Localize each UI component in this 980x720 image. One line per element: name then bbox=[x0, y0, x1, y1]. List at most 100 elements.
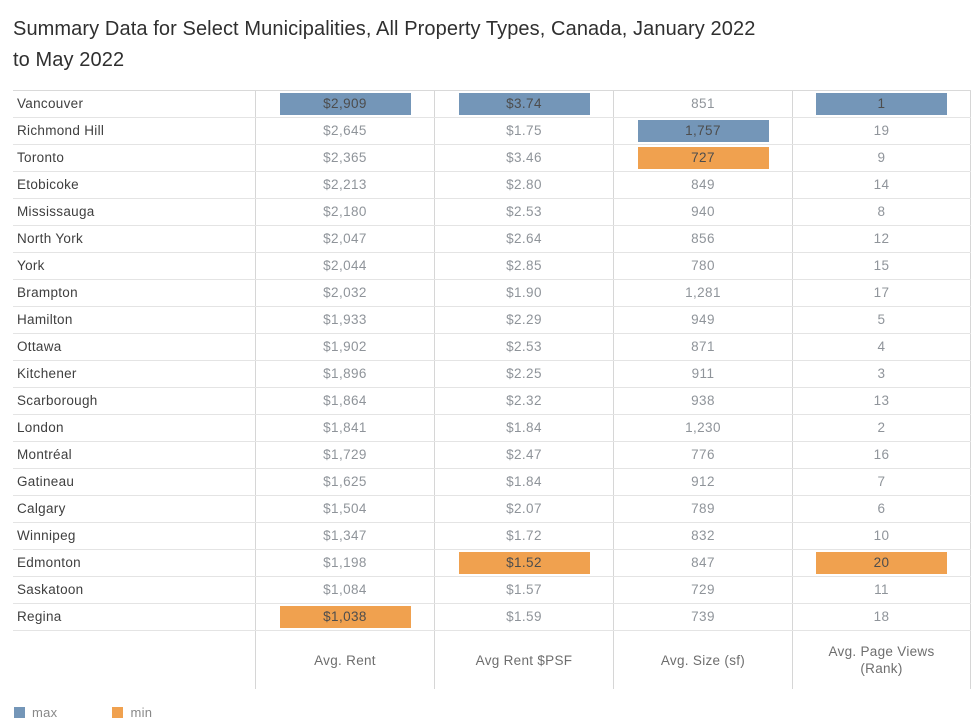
avg-rent-cell: $1,084 bbox=[255, 577, 434, 603]
table-row: Hamilton $1,933 $2.29 949 5 bbox=[13, 307, 971, 334]
avg-rent-cell: $2,365 bbox=[255, 145, 434, 171]
table-row: Gatineau $1,625 $1.84 912 7 bbox=[13, 469, 971, 496]
table-row: Toronto $2,365 $3.46 727 9 bbox=[13, 145, 971, 172]
summary-table: Vancouver $2,909 $3.74 851 1 Richmond Hi… bbox=[13, 90, 971, 689]
avg-rent-psf-cell: $2.29 bbox=[434, 307, 613, 333]
municipality-label: Edmonton bbox=[17, 555, 81, 570]
avg-rent-cell: $1,625 bbox=[255, 469, 434, 495]
municipality-label: Hamilton bbox=[17, 312, 73, 327]
column-header-avg-rent-psf: Avg Rent $PSF bbox=[434, 631, 613, 689]
page-views-rank-cell: 11 bbox=[792, 577, 971, 603]
table-body: Vancouver $2,909 $3.74 851 1 Richmond Hi… bbox=[13, 90, 971, 631]
avg-rent-cell: $2,180 bbox=[255, 199, 434, 225]
municipality-label: Brampton bbox=[17, 285, 78, 300]
avg-size-cell: 940 bbox=[613, 199, 792, 225]
chart-title: Summary Data for Select Municipalities, … bbox=[13, 14, 971, 76]
page-views-rank-cell: 20 bbox=[792, 550, 971, 576]
avg-rent-cell: $1,347 bbox=[255, 523, 434, 549]
table-row: Calgary $1,504 $2.07 789 6 bbox=[13, 496, 971, 523]
avg-size-cell: 729 bbox=[613, 577, 792, 603]
page-views-rank-cell: 13 bbox=[792, 388, 971, 414]
avg-size-cell: 780 bbox=[613, 253, 792, 279]
table-row: Ottawa $1,902 $2.53 871 4 bbox=[13, 334, 971, 361]
avg-rent-psf-cell: $2.53 bbox=[434, 199, 613, 225]
avg-rent-psf-cell: $2.07 bbox=[434, 496, 613, 522]
table-row: London $1,841 $1.84 1,230 2 bbox=[13, 415, 971, 442]
table-row: York $2,044 $2.85 780 15 bbox=[13, 253, 971, 280]
table-row: Brampton $2,032 $1.90 1,281 17 bbox=[13, 280, 971, 307]
chart-title-line2: to May 2022 bbox=[13, 49, 125, 71]
max-highlight-bar: $2,909 bbox=[279, 93, 411, 115]
avg-rent-psf-cell: $2.85 bbox=[434, 253, 613, 279]
municipality-label: Winnipeg bbox=[17, 528, 76, 543]
avg-size-cell: 851 bbox=[613, 91, 792, 117]
avg-rent-psf-cell: $2.64 bbox=[434, 226, 613, 252]
avg-size-cell: 1,281 bbox=[613, 280, 792, 306]
avg-rent-cell: $1,864 bbox=[255, 388, 434, 414]
municipality-label: Gatineau bbox=[17, 474, 75, 489]
column-header-spacer bbox=[13, 631, 255, 689]
avg-size-cell: 912 bbox=[613, 469, 792, 495]
municipality-label: North York bbox=[17, 231, 84, 246]
max-highlight-bar: 1 bbox=[816, 93, 947, 115]
page-views-rank-cell: 18 bbox=[792, 604, 971, 630]
avg-size-cell: 727 bbox=[613, 145, 792, 171]
avg-rent-cell: $1,038 bbox=[255, 604, 434, 630]
page-views-rank-cell: 8 bbox=[792, 199, 971, 225]
avg-rent-cell: $2,213 bbox=[255, 172, 434, 198]
avg-size-cell: 849 bbox=[613, 172, 792, 198]
page-views-rank-cell: 3 bbox=[792, 361, 971, 387]
avg-rent-psf-cell: $2.47 bbox=[434, 442, 613, 468]
min-highlight-bar: 20 bbox=[816, 552, 947, 574]
table-row: Etobicoke $2,213 $2.80 849 14 bbox=[13, 172, 971, 199]
municipality-label: Saskatoon bbox=[17, 582, 84, 597]
avg-rent-psf-cell: $1.84 bbox=[434, 469, 613, 495]
chart-title-line1: Summary Data for Select Municipalities, … bbox=[13, 18, 756, 40]
avg-size-cell: 949 bbox=[613, 307, 792, 333]
column-header-page-views-rank: Avg. Page Views (Rank) bbox=[792, 631, 971, 689]
avg-size-cell: 1,230 bbox=[613, 415, 792, 441]
avg-rent-cell: $1,896 bbox=[255, 361, 434, 387]
page-views-rank-cell: 19 bbox=[792, 118, 971, 144]
max-highlight-bar: 1,757 bbox=[637, 120, 769, 142]
page-views-rank-cell: 12 bbox=[792, 226, 971, 252]
municipality-label: Scarborough bbox=[17, 393, 98, 408]
municipality-label: Richmond Hill bbox=[17, 123, 105, 138]
avg-rent-psf-cell: $2.53 bbox=[434, 334, 613, 360]
avg-rent-cell: $1,504 bbox=[255, 496, 434, 522]
avg-rent-psf-cell: $3.74 bbox=[434, 91, 613, 117]
page-views-rank-cell: 5 bbox=[792, 307, 971, 333]
avg-rent-psf-cell: $1.59 bbox=[434, 604, 613, 630]
max-highlight-bar: $3.74 bbox=[458, 93, 590, 115]
page-views-rank-cell: 17 bbox=[792, 280, 971, 306]
municipality-label: Vancouver bbox=[17, 96, 84, 111]
table-row: Richmond Hill $2,645 $1.75 1,757 19 bbox=[13, 118, 971, 145]
min-highlight-bar: $1,038 bbox=[279, 606, 411, 628]
avg-size-cell: 832 bbox=[613, 523, 792, 549]
avg-rent-cell: $2,645 bbox=[255, 118, 434, 144]
avg-rent-psf-cell: $1.57 bbox=[434, 577, 613, 603]
municipality-label: Kitchener bbox=[17, 366, 77, 381]
table-row: Mississauga $2,180 $2.53 940 8 bbox=[13, 199, 971, 226]
avg-size-cell: 776 bbox=[613, 442, 792, 468]
table-row: Regina $1,038 $1.59 739 18 bbox=[13, 604, 971, 631]
avg-rent-cell: $1,902 bbox=[255, 334, 434, 360]
min-highlight-bar: $1.52 bbox=[458, 552, 590, 574]
avg-rent-cell: $2,909 bbox=[255, 91, 434, 117]
table-row: Saskatoon $1,084 $1.57 729 11 bbox=[13, 577, 971, 604]
avg-rent-cell: $2,047 bbox=[255, 226, 434, 252]
column-header-avg-size: Avg. Size (sf) bbox=[613, 631, 792, 689]
avg-rent-cell: $2,044 bbox=[255, 253, 434, 279]
municipality-label: Montréal bbox=[17, 447, 72, 462]
table-row: North York $2,047 $2.64 856 12 bbox=[13, 226, 971, 253]
municipality-label: Ottawa bbox=[17, 339, 62, 354]
page-views-rank-cell: 6 bbox=[792, 496, 971, 522]
avg-rent-cell: $1,933 bbox=[255, 307, 434, 333]
avg-size-cell: 938 bbox=[613, 388, 792, 414]
avg-rent-psf-cell: $1.52 bbox=[434, 550, 613, 576]
page-views-rank-cell: 4 bbox=[792, 334, 971, 360]
avg-rent-cell: $1,198 bbox=[255, 550, 434, 576]
avg-rent-psf-cell: $1.90 bbox=[434, 280, 613, 306]
column-headers-row: Avg. Rent Avg Rent $PSF Avg. Size (sf) A… bbox=[13, 631, 971, 689]
